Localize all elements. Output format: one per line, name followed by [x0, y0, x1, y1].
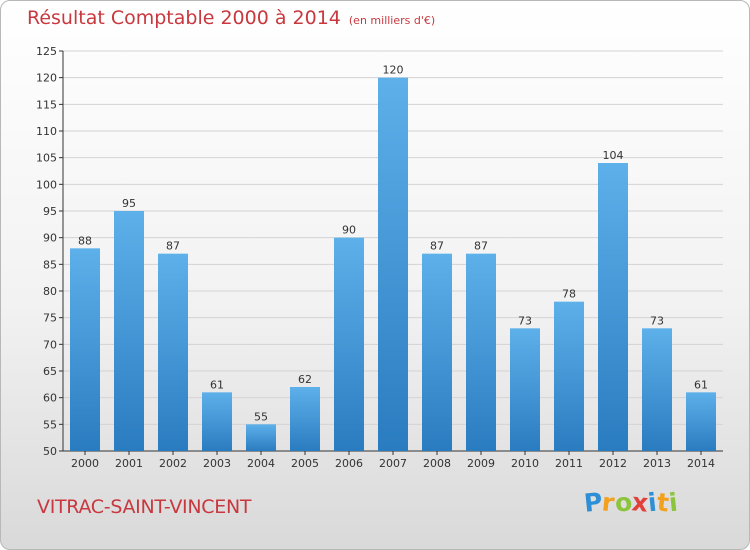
- bar: [510, 328, 540, 451]
- x-tick-label: 2008: [423, 457, 451, 470]
- x-tick-label: 2007: [379, 457, 407, 470]
- y-tick-label: 110: [36, 125, 57, 138]
- bar: [114, 211, 144, 451]
- x-tick-label: 2010: [511, 457, 539, 470]
- y-tick-label: 115: [36, 98, 57, 111]
- bar-value-label: 78: [562, 288, 576, 301]
- bar-value-label: 120: [383, 64, 404, 77]
- bar: [554, 301, 584, 451]
- y-tick-label: 105: [36, 152, 57, 165]
- y-tick-label: 100: [36, 178, 57, 191]
- x-tick-label: 2002: [159, 457, 187, 470]
- bar-value-label: 90: [342, 224, 356, 237]
- bar: [378, 77, 408, 452]
- y-tick-label: 65: [43, 365, 57, 378]
- bar: [686, 392, 716, 451]
- x-tick-label: 2013: [643, 457, 671, 470]
- x-tick-label: 2014: [687, 457, 715, 470]
- bar-value-label: 62: [298, 373, 312, 386]
- bar-value-label: 88: [78, 234, 92, 247]
- proxiti-logo: Proxiti: [583, 487, 679, 518]
- bar: [598, 163, 628, 451]
- y-tick-label: 95: [43, 205, 57, 218]
- x-tick-label: 2011: [555, 457, 583, 470]
- bar: [466, 253, 496, 451]
- y-tick-label: 50: [43, 445, 57, 458]
- x-tick-label: 2009: [467, 457, 495, 470]
- x-tick-label: 2004: [247, 457, 275, 470]
- bar-value-label: 87: [430, 240, 444, 253]
- x-tick-label: 2003: [203, 457, 231, 470]
- y-tick-label: 75: [43, 312, 57, 325]
- y-tick-label: 120: [36, 72, 57, 85]
- bar: [290, 387, 320, 451]
- x-tick-label: 2005: [291, 457, 319, 470]
- x-tick-label: 2001: [115, 457, 143, 470]
- bar: [70, 248, 100, 451]
- y-tick-label: 125: [36, 45, 57, 58]
- bar: [158, 253, 188, 451]
- logo-letter: i: [667, 487, 679, 518]
- bar: [202, 392, 232, 451]
- bar: [246, 424, 276, 451]
- chart-unit: (en milliers d'€): [348, 14, 436, 27]
- bar: [334, 237, 364, 451]
- bar-value-label: 73: [518, 314, 532, 327]
- y-tick-label: 60: [43, 392, 57, 405]
- bar-value-label: 95: [122, 197, 136, 210]
- chart-title: Résultat Comptable 2000 à 2014 (en millie…: [27, 7, 435, 29]
- y-tick-label: 90: [43, 232, 57, 245]
- commune-name: VITRAC-SAINT-VINCENT: [37, 496, 252, 518]
- bar-value-label: 87: [166, 240, 180, 253]
- y-tick-label: 85: [43, 258, 57, 271]
- chart-title-text: Résultat Comptable 2000 à 2014: [27, 7, 341, 29]
- bar-value-label: 87: [474, 240, 488, 253]
- y-tick-label: 55: [43, 418, 57, 431]
- bar-value-label: 73: [650, 314, 664, 327]
- x-tick-label: 2006: [335, 457, 363, 470]
- bar: [642, 328, 672, 451]
- y-tick-label: 70: [43, 338, 57, 351]
- bar-value-label: 55: [254, 410, 268, 423]
- bar: [422, 253, 452, 451]
- x-tick-label: 2012: [599, 457, 627, 470]
- y-tick-label: 80: [43, 285, 57, 298]
- bar-value-label: 61: [210, 378, 224, 391]
- x-tick-label: 2000: [71, 457, 99, 470]
- bar-value-label: 104: [603, 149, 624, 162]
- bar-value-label: 61: [694, 378, 708, 391]
